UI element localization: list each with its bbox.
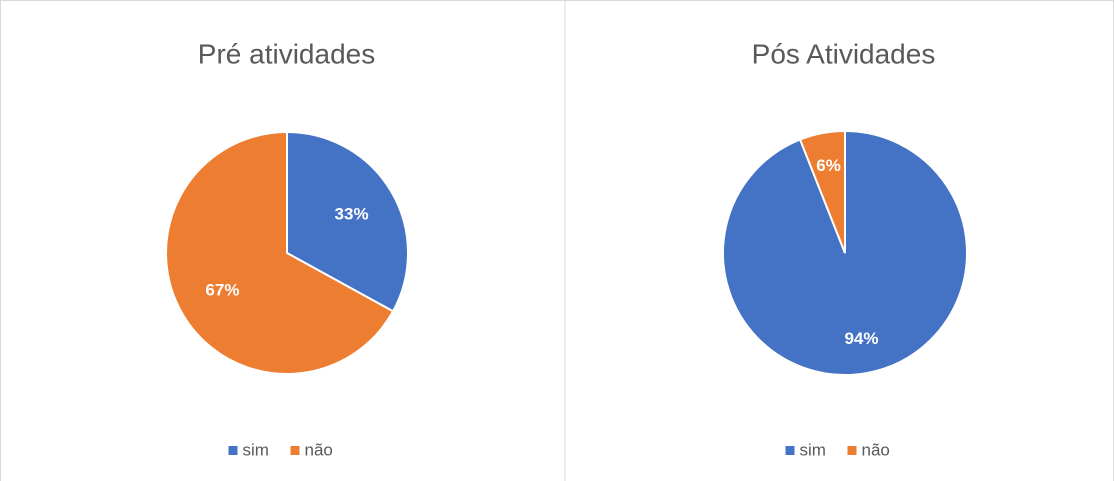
legend-marker [228, 446, 238, 455]
legend-label: sim [800, 440, 826, 459]
chart-title: Pós Atividades [752, 38, 936, 69]
pie-slice [798, 129, 846, 254]
legend-marker [290, 446, 300, 455]
chart-title: Pré atividades [198, 38, 375, 69]
legend-marker [785, 446, 795, 455]
data-label: 33% [335, 204, 369, 223]
data-label: 94% [844, 329, 878, 348]
legend-label: não [862, 440, 890, 459]
data-label: 6% [816, 156, 841, 175]
pie-slice [165, 130, 395, 375]
pie-slice [286, 130, 409, 313]
legend-label: sim [243, 440, 269, 459]
data-label: 67% [205, 281, 239, 300]
legend-label: não [305, 440, 333, 459]
legend-marker [847, 446, 857, 455]
